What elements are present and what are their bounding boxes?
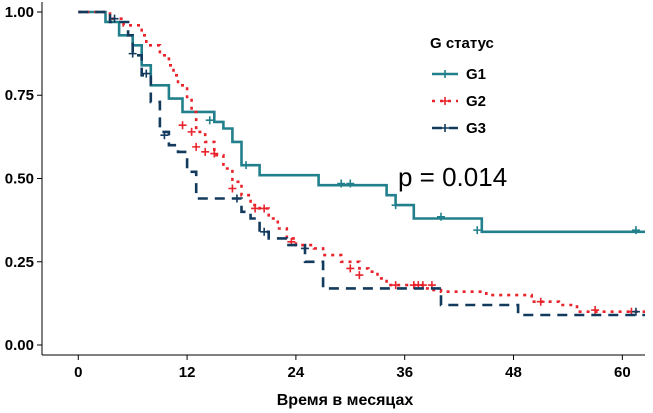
censor-mark bbox=[192, 142, 201, 151]
censor-mark bbox=[205, 116, 214, 125]
series-g3 bbox=[78, 10, 645, 317]
censor-mark bbox=[346, 264, 355, 273]
x-axis-ticks: 0 12 24 36 48 60 bbox=[74, 355, 631, 381]
x-tick-label: 12 bbox=[179, 364, 196, 381]
censor-mark bbox=[142, 69, 151, 78]
p-value-annotation: p = 0.014 bbox=[398, 162, 507, 192]
censor-mark bbox=[436, 212, 445, 221]
legend-item-g2: G2 bbox=[432, 93, 486, 110]
censor-mark bbox=[355, 271, 364, 280]
censor-mark bbox=[536, 297, 545, 306]
legend-label-g1: G1 bbox=[466, 66, 486, 83]
censor-mark bbox=[260, 204, 269, 213]
survival-curve-g3 bbox=[78, 10, 645, 317]
legend-label-g3: G3 bbox=[466, 120, 486, 137]
x-tick-label: 48 bbox=[505, 364, 522, 381]
y-axis-ticks: 0.00 0.25 0.50 0.75 1.00 bbox=[5, 4, 42, 354]
censor-mark bbox=[391, 281, 400, 290]
censor-mark bbox=[201, 147, 210, 156]
censor-mark bbox=[251, 204, 260, 213]
censor-mark bbox=[178, 121, 187, 130]
series-g2 bbox=[78, 10, 645, 316]
y-tick-label: 0.00 bbox=[5, 337, 34, 354]
censor-mark bbox=[242, 161, 251, 170]
x-tick-label: 60 bbox=[614, 364, 631, 381]
censor-mark bbox=[631, 226, 640, 235]
censor-mark bbox=[346, 179, 355, 188]
legend-censor-mark bbox=[441, 97, 449, 105]
series-layer bbox=[78, 10, 645, 317]
y-tick-label: 1.00 bbox=[5, 4, 34, 21]
legend-censor-mark bbox=[441, 124, 449, 132]
censor-mark bbox=[110, 14, 119, 23]
legend-item-g1: G1 bbox=[432, 66, 486, 83]
censor-mark bbox=[210, 149, 219, 158]
censor-mark bbox=[228, 184, 237, 193]
censor-mark bbox=[128, 49, 137, 58]
legend-item-g3: G3 bbox=[432, 120, 486, 137]
censor-mark bbox=[300, 244, 309, 253]
legend-censor-mark bbox=[441, 70, 449, 78]
survival-curve-g1 bbox=[78, 10, 645, 234]
legend-label-g2: G2 bbox=[466, 93, 486, 110]
legend: G статус G1 G2 G3 bbox=[430, 35, 494, 137]
y-tick-label: 0.75 bbox=[5, 87, 34, 104]
censor-mark bbox=[260, 227, 269, 236]
censor-mark bbox=[337, 179, 346, 188]
censor-mark bbox=[473, 226, 482, 235]
censor-mark bbox=[232, 194, 241, 203]
censor-mark bbox=[591, 306, 600, 315]
plot-area bbox=[78, 10, 645, 317]
x-tick-label: 36 bbox=[396, 364, 413, 381]
legend-title: G статус bbox=[430, 35, 494, 52]
series-g1 bbox=[78, 10, 645, 235]
censor-mark bbox=[391, 201, 400, 210]
censor-mark bbox=[160, 131, 169, 140]
survival-curve-g2 bbox=[78, 10, 645, 313]
censor-mark bbox=[187, 127, 196, 136]
y-tick-label: 0.25 bbox=[5, 254, 34, 271]
x-tick-label: 24 bbox=[288, 364, 305, 381]
y-tick-label: 0.50 bbox=[5, 171, 34, 188]
x-tick-label: 0 bbox=[74, 364, 82, 381]
censor-mark bbox=[631, 307, 640, 316]
x-axis-title: Время в месяцах bbox=[277, 392, 414, 409]
